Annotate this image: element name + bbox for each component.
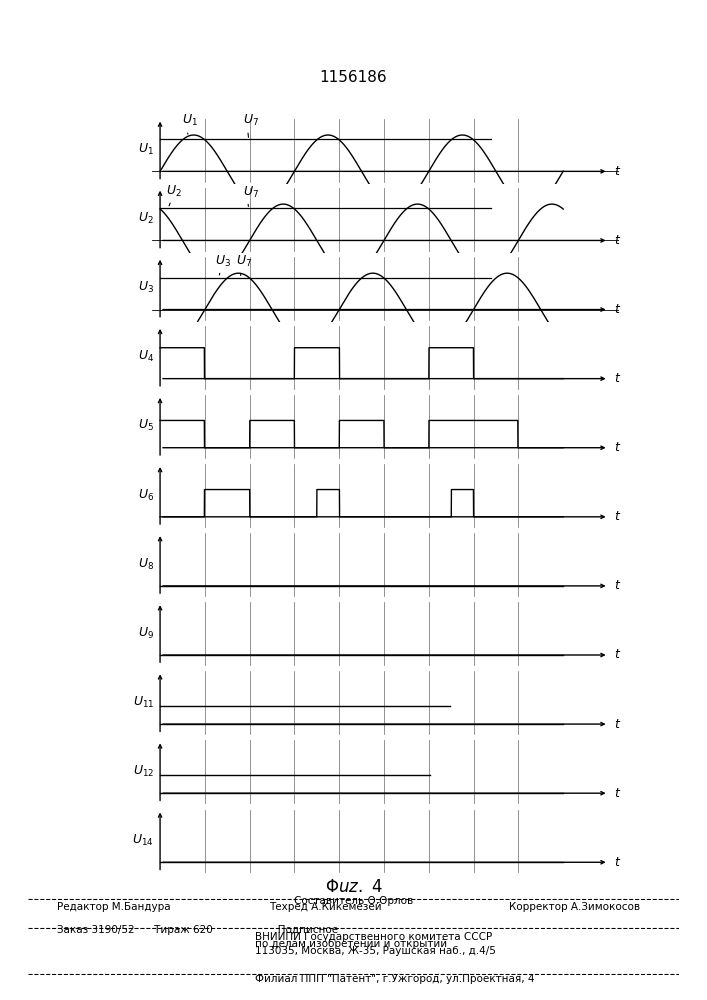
Text: $U_1$: $U_1$	[138, 142, 154, 157]
Text: $U_5$: $U_5$	[138, 418, 154, 433]
Text: ВНИИПИ Государственного комитета СССР: ВНИИПИ Государственного комитета СССР	[255, 932, 492, 942]
Text: 113035, Москва, Ж-35, Раушская наб., д.4/5: 113035, Москва, Ж-35, Раушская наб., д.4…	[255, 946, 496, 956]
Text: 1156186: 1156186	[320, 70, 387, 85]
Text: $U_{11}$: $U_{11}$	[133, 695, 154, 710]
Text: $t$: $t$	[614, 303, 621, 316]
Text: $\Phi u\mathit{z}.\ 4$: $\Phi u\mathit{z}.\ 4$	[325, 879, 382, 896]
Text: $U_2$: $U_2$	[139, 211, 154, 226]
Text: Редактор М.Бандура: Редактор М.Бандура	[57, 902, 170, 912]
Text: $U_6$: $U_6$	[138, 487, 154, 503]
Text: $U_9$: $U_9$	[138, 626, 154, 641]
Text: $U_{14}$: $U_{14}$	[132, 833, 154, 848]
Text: $t$: $t$	[614, 787, 621, 800]
Text: $U_1$: $U_1$	[182, 113, 198, 128]
Text: $t$: $t$	[614, 579, 621, 592]
Text: $t$: $t$	[614, 372, 621, 385]
Text: $U_7$: $U_7$	[243, 113, 259, 128]
Text: $t$: $t$	[614, 234, 621, 247]
Text: $t$: $t$	[614, 648, 621, 662]
Text: Корректор А.Зимокосов: Корректор А.Зимокосов	[509, 902, 640, 912]
Text: $t$: $t$	[614, 856, 621, 869]
Text: $U_2$: $U_2$	[166, 184, 182, 199]
Text: $U_8$: $U_8$	[138, 557, 154, 572]
Text: Заказ 3190/52      Тираж 620                    Подписное: Заказ 3190/52 Тираж 620 Подписное	[57, 925, 338, 935]
Text: Техред А.Кикемезей: Техред А.Кикемезей	[269, 902, 381, 912]
Text: Филиал ППП "Патент", г.Ужгород, ул.Проектная, 4: Филиал ППП "Патент", г.Ужгород, ул.Проек…	[255, 974, 534, 984]
Text: $U_3$: $U_3$	[138, 280, 154, 295]
Text: $t$: $t$	[614, 718, 621, 731]
Text: $U_4$: $U_4$	[138, 349, 154, 364]
Text: $t$: $t$	[614, 510, 621, 523]
Text: по делам изобретений и открытий: по делам изобретений и открытий	[255, 939, 447, 949]
Text: $t$: $t$	[614, 441, 621, 454]
Text: $U_{12}$: $U_{12}$	[133, 764, 154, 779]
Text: Составитель О.Орлов: Составитель О.Орлов	[294, 896, 413, 906]
Text: $U_7$: $U_7$	[243, 185, 259, 200]
Text: $t$: $t$	[614, 165, 621, 178]
Text: $U_7$: $U_7$	[235, 254, 252, 269]
Text: $U_3$: $U_3$	[216, 254, 231, 269]
